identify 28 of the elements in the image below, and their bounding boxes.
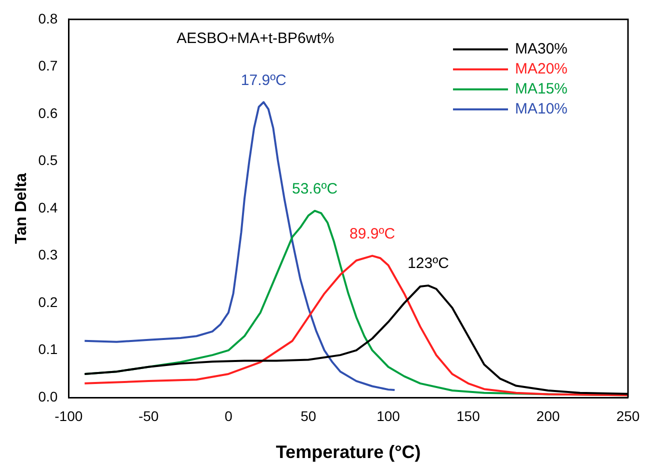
y-tick-label: 0.1	[38, 341, 58, 358]
x-tick-label: 150	[456, 408, 480, 424]
y-tick-label: 0.4	[38, 199, 58, 216]
annotation: AESBO+MA+t-BP6wt%	[176, 30, 334, 48]
y-tick-label: 0.5	[38, 152, 58, 168]
y-tick-label: 0.3	[38, 246, 58, 263]
y-tick-label: 0.8	[38, 10, 58, 26]
legend-label: MA30%	[515, 40, 568, 58]
annotation: 89.9ºC	[350, 225, 396, 242]
y-tick-label: 0.2	[38, 294, 58, 310]
x-tick-label: 100	[376, 408, 400, 424]
x-tick-label: 0	[224, 408, 233, 424]
x-tick-label: -100	[54, 408, 83, 424]
x-tick-label: 250	[616, 408, 640, 424]
annotation: 53.6ºC	[292, 180, 338, 198]
legend-label: MA10%	[515, 100, 568, 118]
legend-label: MA15%	[515, 80, 568, 98]
annotation: 123ºC	[408, 255, 450, 272]
y-tick-label: 0.7	[38, 58, 58, 74]
y-axis-title: Tan Delta	[13, 172, 30, 244]
x-tick-label: 200	[536, 408, 560, 424]
x-tick-label: 50	[300, 408, 316, 424]
x-axis-title: Temperature (°C)	[276, 442, 421, 462]
y-tick-label: 0.0	[38, 388, 58, 404]
x-tick-label: -50	[138, 408, 159, 424]
legend-label: MA20%	[515, 60, 568, 78]
annotation: 17.9ºC	[240, 72, 287, 89]
y-tick-label: 0.6	[38, 104, 58, 121]
